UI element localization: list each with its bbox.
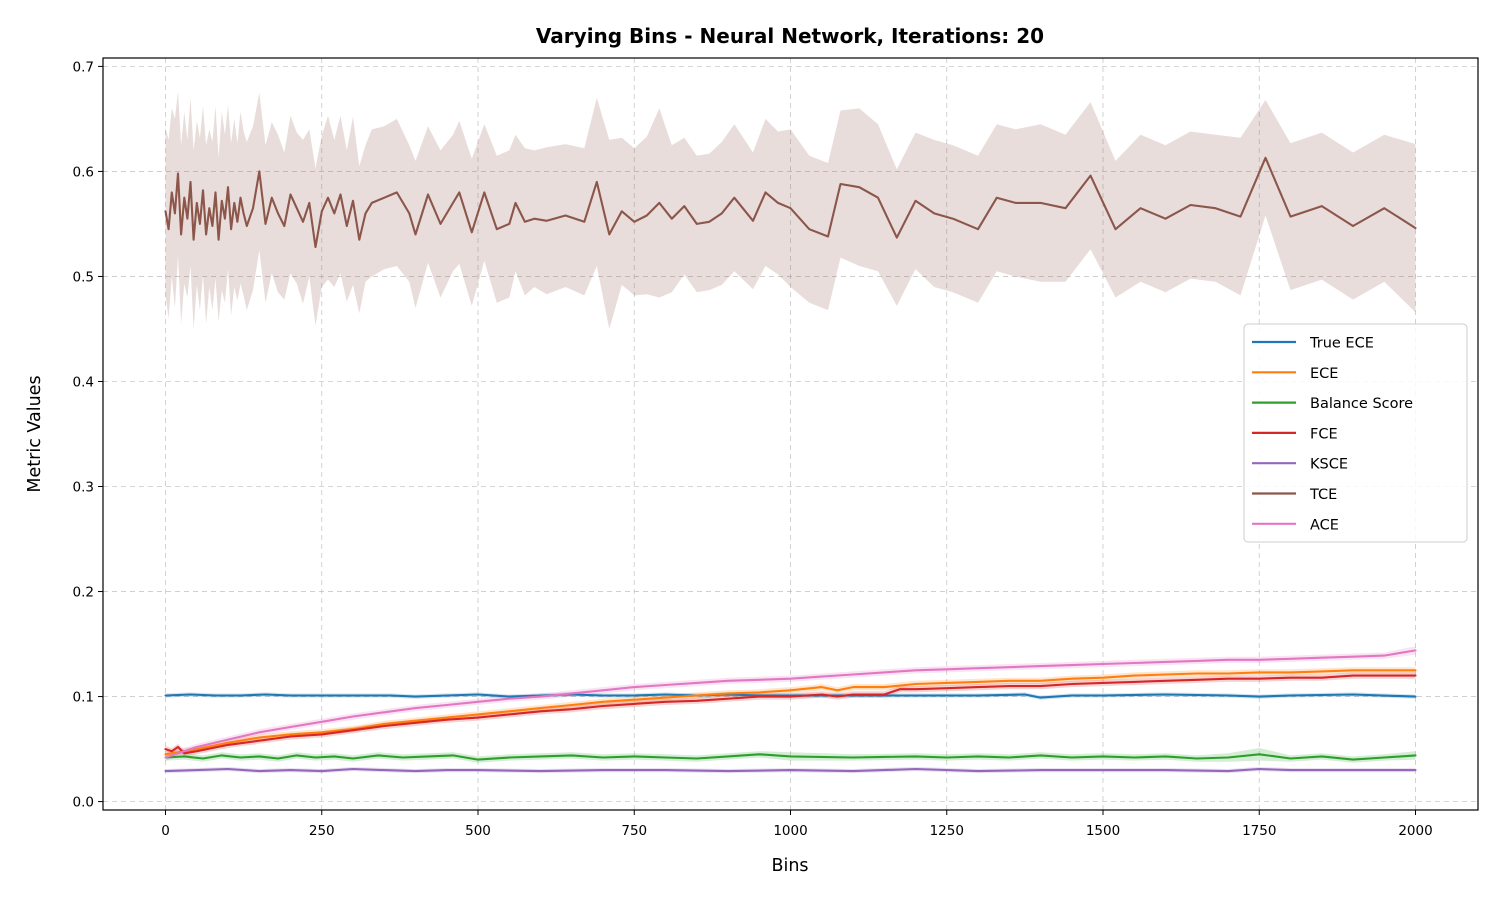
legend-label-tce: TCE bbox=[1309, 487, 1337, 503]
band-ace bbox=[165, 646, 1416, 761]
legend-label-ece: ECE bbox=[1310, 366, 1338, 382]
legend-label-true-ece: True ECE bbox=[1309, 336, 1374, 352]
legend-label-fce: FCE bbox=[1310, 426, 1338, 442]
series-lines bbox=[164, 156, 1417, 773]
y-tick-label: 0.2 bbox=[73, 585, 94, 601]
y-tick-label: 0.3 bbox=[73, 480, 94, 496]
legend-label-ace: ACE bbox=[1310, 517, 1339, 533]
y-axis-title: Metric Values bbox=[25, 375, 45, 492]
y-tick-label: 0.0 bbox=[73, 795, 94, 811]
x-axis-title: Bins bbox=[771, 856, 808, 876]
x-tick-label: 500 bbox=[465, 823, 491, 839]
series-line-ece bbox=[164, 669, 1417, 756]
series-line-balance-score bbox=[164, 753, 1417, 761]
legend: True ECE ECE Balance Score FCE KSCE TCE ACE bbox=[1243, 323, 1468, 543]
legend-box bbox=[1243, 323, 1468, 543]
x-tick-label: 2000 bbox=[1398, 823, 1432, 839]
series-line-ace bbox=[164, 649, 1417, 759]
y-tick-label: 0.1 bbox=[73, 690, 94, 706]
legend-label-ksce: KSCE bbox=[1310, 457, 1348, 473]
x-tick-label: 1250 bbox=[930, 823, 964, 839]
x-tick-label: 1500 bbox=[1086, 823, 1120, 839]
series-line-fce bbox=[164, 674, 1417, 755]
y-tick-label: 0.5 bbox=[73, 269, 94, 285]
series-line-true-ece bbox=[164, 693, 1417, 699]
x-tick-label: 0 bbox=[161, 823, 170, 839]
x-tick-label: 1000 bbox=[773, 823, 807, 839]
x-tick-label: 1750 bbox=[1242, 823, 1276, 839]
series-line-tce bbox=[164, 156, 1417, 249]
series-line-ksce bbox=[164, 767, 1417, 773]
y-tick-label: 0.7 bbox=[73, 59, 94, 75]
x-axis-ticks: 0 250 500 750 1000 1250 1500 1750 2000 bbox=[161, 810, 1433, 839]
band-tce bbox=[165, 91, 1416, 329]
chart-title: Varying Bins - Neural Network, Iteration… bbox=[536, 24, 1044, 48]
legend-label-balance-score: Balance Score bbox=[1310, 396, 1413, 412]
x-tick-label: 750 bbox=[621, 823, 647, 839]
y-axis-ticks: 0.0 0.1 0.2 0.3 0.4 0.5 0.6 0.7 bbox=[73, 59, 103, 811]
y-tick-label: 0.4 bbox=[73, 374, 94, 390]
y-tick-label: 0.6 bbox=[73, 164, 94, 180]
x-tick-label: 250 bbox=[309, 823, 335, 839]
